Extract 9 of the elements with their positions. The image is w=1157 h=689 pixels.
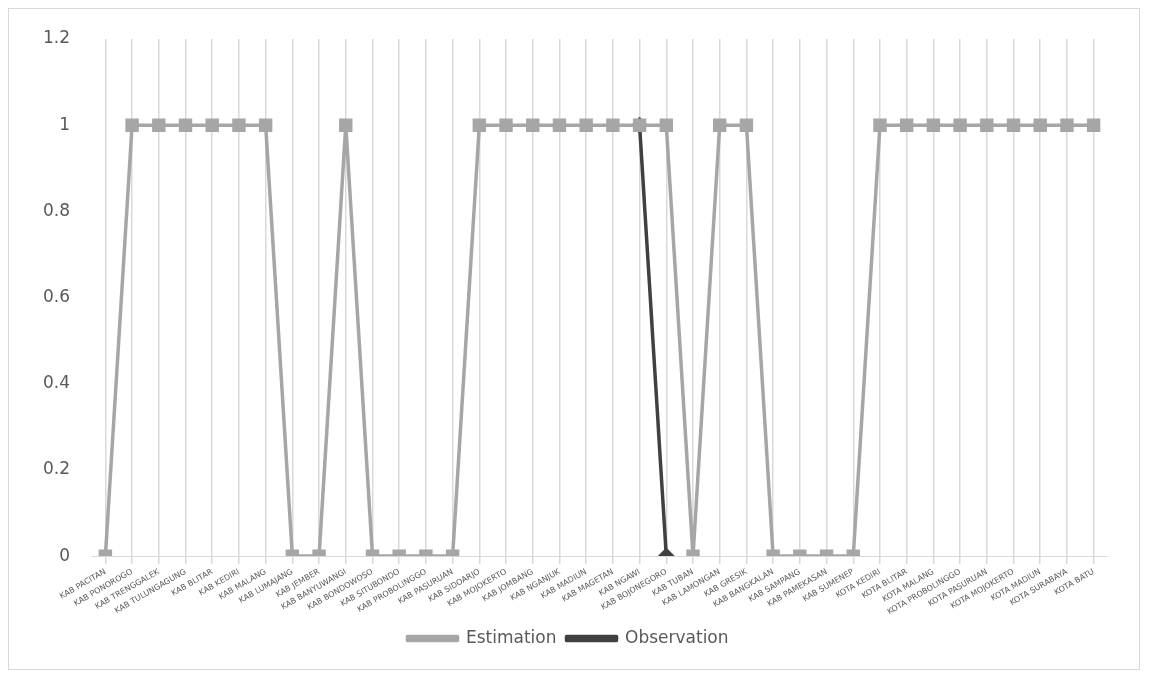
y-tick-label: 0.2 <box>42 458 71 479</box>
legend-label: Estimation <box>465 626 557 647</box>
y-tick-label: 0.8 <box>42 199 71 220</box>
y-tick-label: 0 <box>59 544 71 565</box>
legend-label: Observation <box>625 626 729 647</box>
y-tick-label: 0.4 <box>42 372 71 393</box>
y-tick-label: 1.2 <box>42 27 71 48</box>
y-tick-label: 0.6 <box>42 285 71 306</box>
y-tick-label: 1 <box>59 113 71 134</box>
